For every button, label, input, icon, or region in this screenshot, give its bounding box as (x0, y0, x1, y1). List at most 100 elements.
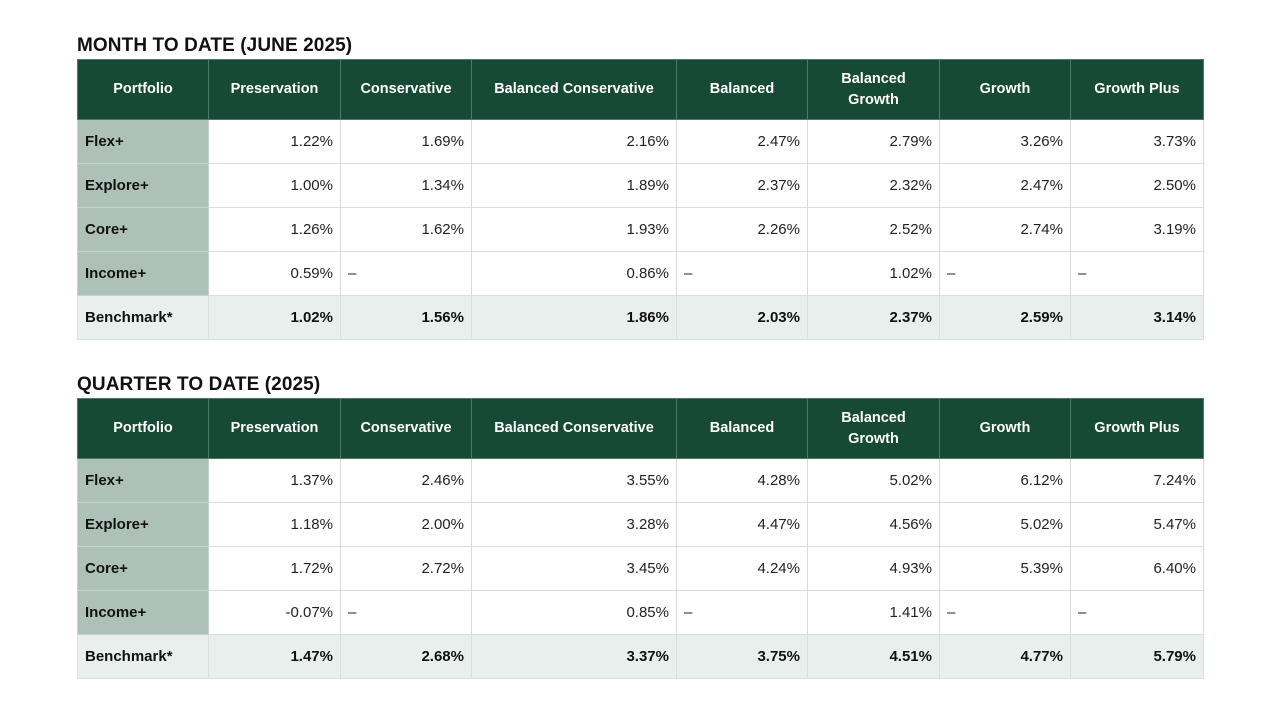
table-cell: 2.47% (939, 163, 1071, 208)
table-row: Core+ 1.26% 1.62% 1.93% 2.26% 2.52% 2.74% 3.19% (77, 207, 1204, 252)
column-header: Balanced (676, 398, 808, 459)
table-cell: 1.41% (807, 590, 940, 635)
row-label: Explore+ (77, 163, 209, 208)
table-cell: 3.19% (1070, 207, 1204, 252)
table-cell: 4.77% (939, 634, 1071, 679)
table-row: Income+ 0.59% –0.86% –1.02% – – (77, 251, 1204, 296)
column-header: Growth Plus (1070, 398, 1204, 459)
row-label: Income+ (77, 590, 209, 635)
table-cell: 2.00% (340, 502, 472, 547)
table-cell: 0.86% (471, 251, 677, 296)
column-header: Preservation (208, 59, 341, 120)
table-cell: 2.16% (471, 119, 677, 164)
column-header: Preservation (208, 398, 341, 459)
table-cell: 4.56% (807, 502, 940, 547)
row-label: Income+ (77, 251, 209, 296)
column-header: Growth (939, 59, 1071, 120)
table-cell: 2.26% (676, 207, 808, 252)
table-cell: 6.40% (1070, 546, 1204, 591)
column-header: Growth Plus (1070, 59, 1204, 120)
column-header: Balanced Conservative (471, 398, 677, 459)
qtd-table: Portfolio Preservation Conservative Balance… (77, 398, 1204, 679)
column-header: Conservative (340, 59, 472, 120)
column-header: Growth (939, 398, 1071, 459)
table-cell: 2.32% (807, 163, 940, 208)
table-cell: 1.00% (208, 163, 341, 208)
table-cell: – (676, 590, 808, 635)
table-cell: 5.79% (1070, 634, 1204, 679)
table-cell: 2.68% (340, 634, 472, 679)
column-header: Portfolio (77, 398, 209, 459)
table-cell: 1.69% (340, 119, 472, 164)
table-cell: 3.75% (676, 634, 808, 679)
table-cell: -0.07% (208, 590, 341, 635)
mtd-table: Portfolio Preservation Conservative Balance… (77, 59, 1204, 340)
table-cell: 1.72% (208, 546, 341, 591)
table-cell: 7.24% (1070, 458, 1204, 503)
table-cell: 2.50% (1070, 163, 1204, 208)
qtd-section: QUARTER TO DATE (2025) Portfolio Preserva… (77, 372, 1204, 679)
table-row: Benchmark* 1.47% 2.68% 3.37% 3.75% 4.51% 4.77%… (77, 634, 1204, 679)
mtd-section: MONTH TO DATE (JUNE 2025) Portfolio Prese… (77, 33, 1204, 340)
table-cell: 3.28% (471, 502, 677, 547)
table-cell: 5.47% (1070, 502, 1204, 547)
table-cell: 4.93% (807, 546, 940, 591)
table-cell: 1.93% (471, 207, 677, 252)
table-cell: 5.39% (939, 546, 1071, 591)
row-label: Flex+ (77, 458, 209, 503)
table-row: Explore+ 1.00% 1.34% 1.89% 2.37% 2.32% 2.47% 2.… (77, 163, 1204, 208)
table-cell: 3.73% (1070, 119, 1204, 164)
table-cell: 2.79% (807, 119, 940, 164)
table-cell: 2.37% (676, 163, 808, 208)
mtd-header-row: Portfolio Preservation Conservative Balance… (77, 59, 1204, 120)
table-cell: 0.85% (471, 590, 677, 635)
qtd-title: QUARTER TO DATE (2025) (77, 374, 321, 395)
mtd-title: MONTH TO DATE (JUNE 2025) (77, 35, 353, 56)
row-label: Flex+ (77, 119, 209, 164)
table-cell: 2.37% (807, 295, 940, 340)
table-cell: 6.12% (939, 458, 1071, 503)
row-label: Core+ (77, 207, 209, 252)
table-cell: 2.52% (807, 207, 940, 252)
table-cell: – (1070, 251, 1204, 296)
table-row: Flex+ 1.37% 2.46% 3.55% 4.28% 5.02% 6.12% 7.24% (77, 458, 1204, 503)
column-header: Balanced (676, 59, 808, 120)
table-row: Core+ 1.72% 2.72% 3.45% 4.24% 4.93% 5.39% 6.40% (77, 546, 1204, 591)
table-cell: 4.51% (807, 634, 940, 679)
table-row: Benchmark* 1.02% 1.56% 1.86% 2.03% 2.37% 2.59%… (77, 295, 1204, 340)
table-cell: 2.46% (340, 458, 472, 503)
table-cell: 1.62% (340, 207, 472, 252)
table-cell: 1.22% (208, 119, 341, 164)
table-cell: 4.28% (676, 458, 808, 503)
table-cell: – (340, 590, 472, 635)
row-label: Benchmark* (77, 634, 209, 679)
column-header: Balanced Growth (807, 398, 940, 459)
column-header: Balanced Conservative (471, 59, 677, 120)
table-cell: 1.18% (208, 502, 341, 547)
table-cell: 1.89% (471, 163, 677, 208)
table-cell: 1.34% (340, 163, 472, 208)
table-cell: 5.02% (807, 458, 940, 503)
table-cell: – (676, 251, 808, 296)
table-row: Flex+ 1.22% 1.69% 2.16% 2.47% 2.79% 3.26% 3.73% (77, 119, 1204, 164)
table-cell: 1.37% (208, 458, 341, 503)
column-header: Conservative (340, 398, 472, 459)
column-header: Portfolio (77, 59, 209, 120)
table-row: Income+ -0.07% –0.85% –1.41% – – (77, 590, 1204, 635)
table-cell: 1.47% (208, 634, 341, 679)
table-cell: 2.72% (340, 546, 472, 591)
table-cell: 1.26% (208, 207, 341, 252)
column-header: Balanced Growth (807, 59, 940, 120)
table-cell: 5.02% (939, 502, 1071, 547)
table-cell: 1.02% (807, 251, 940, 296)
table-cell: 3.26% (939, 119, 1071, 164)
table-cell: – (939, 251, 1071, 296)
table-cell: 3.45% (471, 546, 677, 591)
table-cell: 3.37% (471, 634, 677, 679)
table-cell: 4.24% (676, 546, 808, 591)
table-row: Explore+ 1.18% 2.00% 3.28% 4.47% 4.56% 5.02% 5.… (77, 502, 1204, 547)
qtd-header-row: Portfolio Preservation Conservative Balance… (77, 398, 1204, 459)
table-cell: 1.86% (471, 295, 677, 340)
table-cell: 2.74% (939, 207, 1071, 252)
table-cell: 4.47% (676, 502, 808, 547)
